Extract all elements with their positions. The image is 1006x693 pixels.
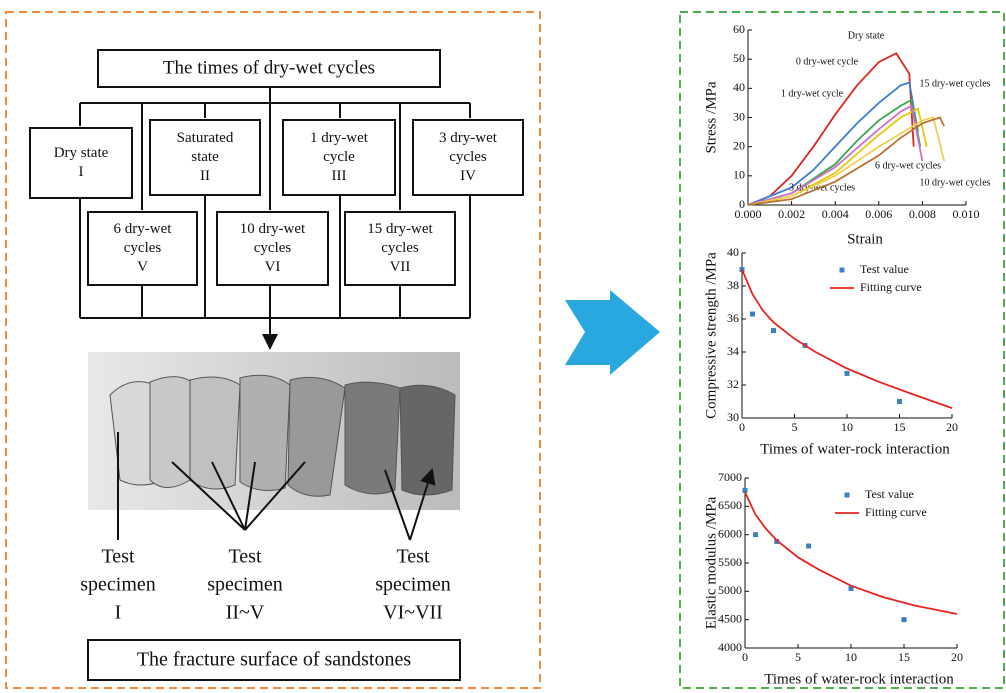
data-point	[750, 312, 755, 317]
specimen-label: Test	[228, 546, 261, 568]
y-tick-label: 36	[727, 311, 739, 325]
y-tick-label: 0	[739, 197, 745, 211]
x-tick-label: 15	[894, 420, 906, 434]
data-point	[753, 532, 758, 537]
specimens-drawing	[110, 375, 455, 496]
node-label: II	[200, 168, 210, 184]
series-annotation: 10 dry-wet cycles	[919, 177, 990, 188]
series-annotation: 1 dry-wet cycle	[781, 88, 844, 99]
series-annotation: Dry state	[848, 30, 885, 41]
node-label: 1 dry-wet	[310, 130, 369, 146]
x-tick-label: 0.008	[909, 207, 936, 221]
y-axis-label: Stress /MPa	[703, 81, 719, 153]
y-tick-label: 50	[733, 51, 745, 65]
legend-swatch	[845, 493, 850, 498]
node-label: Saturated	[177, 130, 234, 146]
node-label: VII	[390, 259, 411, 275]
flow-title: The times of dry-wet cycles	[163, 57, 375, 78]
y-tick-label: 6500	[718, 498, 742, 512]
y-tick-label: 10	[733, 168, 745, 182]
x-tick-label: 0	[742, 650, 748, 664]
data-point	[845, 371, 850, 376]
charts: 0.0000.0020.0040.0060.0080.0100102030405…	[703, 22, 990, 688]
y-tick-label: 5500	[718, 555, 742, 569]
data-point	[806, 544, 811, 549]
y-tick-label: 7000	[718, 470, 742, 484]
node-label: 3 dry-wet	[439, 130, 498, 146]
node-label: state	[191, 149, 219, 165]
specimen-label: specimen	[375, 574, 451, 596]
legend-label: Fitting curve	[860, 280, 922, 294]
y-tick-label: 6000	[718, 526, 742, 540]
x-tick-label: 0.002	[778, 207, 805, 221]
figure: The times of dry-wet cycles Dry state I Sa…	[0, 0, 1006, 693]
y-tick-label: 4000	[718, 640, 742, 654]
x-axis-label: Strain	[847, 231, 883, 247]
node-label: I	[79, 164, 84, 180]
legend-label: Test value	[860, 262, 909, 276]
x-tick-label: 5	[792, 420, 798, 434]
y-tick-label: 40	[727, 245, 739, 259]
legend-label: Test value	[865, 487, 914, 501]
series-annotation: 0 dry-wet cycle	[796, 56, 859, 67]
specimen-label: specimen	[207, 574, 283, 596]
y-tick-label: 60	[733, 22, 745, 36]
caption: The fracture surface of sandstones	[137, 649, 412, 671]
data-point	[771, 328, 776, 333]
x-tick-label: 10	[841, 420, 853, 434]
node-label: cycles	[381, 240, 419, 256]
x-tick-label: 10	[845, 650, 857, 664]
y-tick-label: 30	[733, 109, 745, 123]
x-tick-label: 0.006	[865, 207, 892, 221]
specimen-label: specimen	[80, 574, 156, 596]
node-label: 6 dry-wet	[114, 221, 173, 237]
node-label: cycles	[124, 240, 162, 256]
x-tick-label: 15	[898, 650, 910, 664]
node-label: Dry state	[54, 145, 109, 161]
flowchart: The times of dry-wet cycles Dry state I Sa…	[30, 50, 523, 680]
x-tick-label: 0	[739, 420, 745, 434]
specimen-label: II~V	[226, 602, 265, 624]
specimen-label: VI~VII	[383, 602, 443, 624]
specimen-label: I	[115, 602, 122, 624]
node-label: cycles	[449, 149, 487, 165]
y-tick-label: 32	[727, 377, 739, 391]
y-tick-label: 20	[733, 138, 745, 152]
legend-label: Fitting curve	[865, 505, 927, 519]
x-tick-label: 20	[946, 420, 958, 434]
flow-arrow	[565, 290, 660, 375]
x-tick-label: 0.010	[953, 207, 980, 221]
x-tick-label: 0.004	[822, 207, 849, 221]
legend-swatch	[840, 268, 845, 273]
y-tick-label: 4500	[718, 611, 742, 625]
node-label: III	[332, 168, 347, 184]
y-tick-label: 40	[733, 80, 745, 94]
node-label: 10 dry-wet	[240, 221, 306, 237]
node-label: cycle	[323, 149, 355, 165]
x-tick-label: 5	[795, 650, 801, 664]
specimen-label: Test	[396, 546, 429, 568]
data-point	[897, 399, 902, 404]
x-axis-label: Times of water-rock interaction	[760, 441, 950, 457]
y-axis-label: Elastic modulus /MPa	[703, 496, 719, 629]
node-label: 15 dry-wet	[367, 221, 433, 237]
y-tick-label: 5000	[718, 583, 742, 597]
node-label: VI	[265, 259, 281, 275]
page: {"flowchart": { "title": "The times of d…	[0, 0, 1006, 693]
node-label: IV	[460, 168, 476, 184]
data-point	[902, 617, 907, 622]
x-tick-label: 20	[951, 650, 963, 664]
y-tick-label: 30	[727, 410, 739, 424]
y-tick-label: 38	[727, 278, 739, 292]
x-axis-label: Times of water-rock interaction	[764, 671, 954, 687]
series-annotation: 15 dry-wet cycles	[919, 78, 990, 89]
y-axis-label: Compressive strength /MPa	[703, 252, 719, 419]
y-tick-label: 34	[727, 344, 739, 358]
series-annotation: 6 dry-wet cycles	[875, 160, 941, 171]
node-label: cycles	[254, 240, 292, 256]
specimen-label: Test	[101, 546, 134, 568]
node-label: V	[137, 259, 148, 275]
